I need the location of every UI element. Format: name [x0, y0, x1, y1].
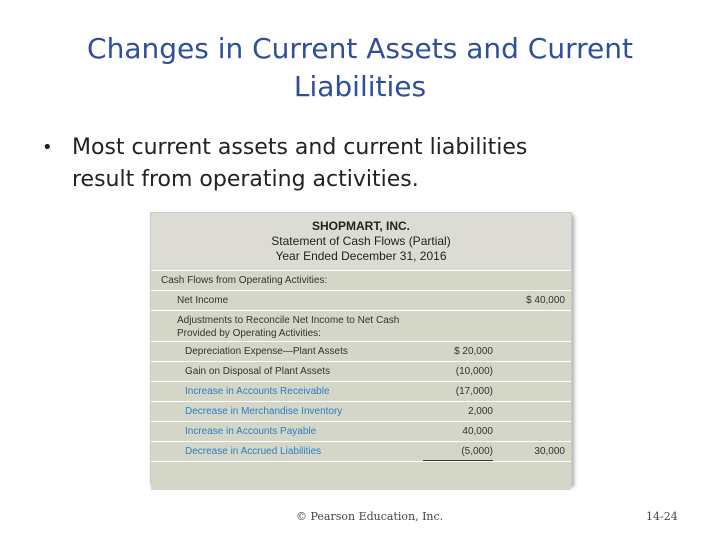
statement-row: Decrease in Merchandise Inventory 2,000	[151, 402, 571, 422]
cash-flow-statement: SHOPMART, INC. Statement of Cash Flows (…	[150, 212, 572, 490]
row-label: Depreciation Expense—Plant Assets	[185, 346, 348, 357]
row-label: Cash Flows from Operating Activities:	[161, 275, 328, 286]
statement-header: SHOPMART, INC. Statement of Cash Flows (…	[151, 213, 571, 271]
row-amount: 40,000	[462, 426, 493, 437]
statement-name: Statement of Cash Flows (Partial)	[271, 234, 451, 248]
statement-period: Year Ended December 31, 2016	[275, 249, 447, 263]
row-label: Decrease in Merchandise Inventory	[185, 406, 343, 417]
row-amount: $ 20,000	[454, 346, 493, 357]
row-label: Net Income	[177, 295, 229, 306]
row-label: Increase in Accounts Receivable	[185, 386, 330, 397]
statement-row: Gain on Disposal of Plant Assets (10,000…	[151, 362, 571, 382]
page-number: 14-24	[646, 510, 678, 523]
statement-row: Increase in Accounts Payable 40,000	[151, 422, 571, 442]
statement-row: Adjustments to Reconcile Net Income to N…	[151, 311, 571, 342]
row-label: Decrease in Accrued Liabilities	[185, 446, 322, 457]
row-amount: (5,000)	[423, 442, 493, 461]
statement-row: Net Income $ 40,000	[151, 291, 571, 311]
bullet-point: • Most current assets and current liabil…	[42, 132, 682, 196]
row-amount: (17,000)	[455, 386, 493, 397]
row-label-line1: Adjustments to Reconcile Net Income to N…	[177, 315, 400, 326]
bullet-text-line2: result from operating activities.	[72, 167, 419, 192]
row-total: $ 40,000	[526, 295, 565, 306]
row-label: Gain on Disposal of Plant Assets	[185, 366, 331, 377]
statement-row: Cash Flows from Operating Activities:	[151, 271, 571, 291]
statement-row: Increase in Accounts Receivable (17,000)	[151, 382, 571, 402]
statement-rows: Cash Flows from Operating Activities: Ne…	[151, 271, 571, 490]
statement-filler	[151, 462, 571, 490]
row-total: 30,000	[534, 446, 565, 457]
statement-row: Decrease in Accrued Liabilities (5,000) …	[151, 442, 571, 462]
company-name: SHOPMART, INC.	[311, 219, 410, 233]
row-amount: 2,000	[467, 406, 493, 417]
bullet-marker: •	[42, 137, 53, 158]
row-label: Adjustments to Reconcile Net Income to N…	[177, 314, 399, 340]
slide-title: Changes in Current Assets and Current Li…	[20, 30, 700, 106]
row-label-line2: Provided by Operating Activities:	[177, 328, 321, 339]
row-amount: (10,000)	[455, 366, 493, 377]
bullet-text-line1: Most current assets and current liabilit…	[72, 135, 528, 160]
row-label: Increase in Accounts Payable	[185, 426, 317, 437]
copyright-text: © Pearson Education, Inc.	[296, 510, 444, 523]
slide-title-line1: Changes in Current Assets and Current	[87, 32, 633, 65]
slide-title-line2: Liabilities	[293, 70, 427, 103]
statement-row: Depreciation Expense—Plant Assets $ 20,0…	[151, 342, 571, 362]
